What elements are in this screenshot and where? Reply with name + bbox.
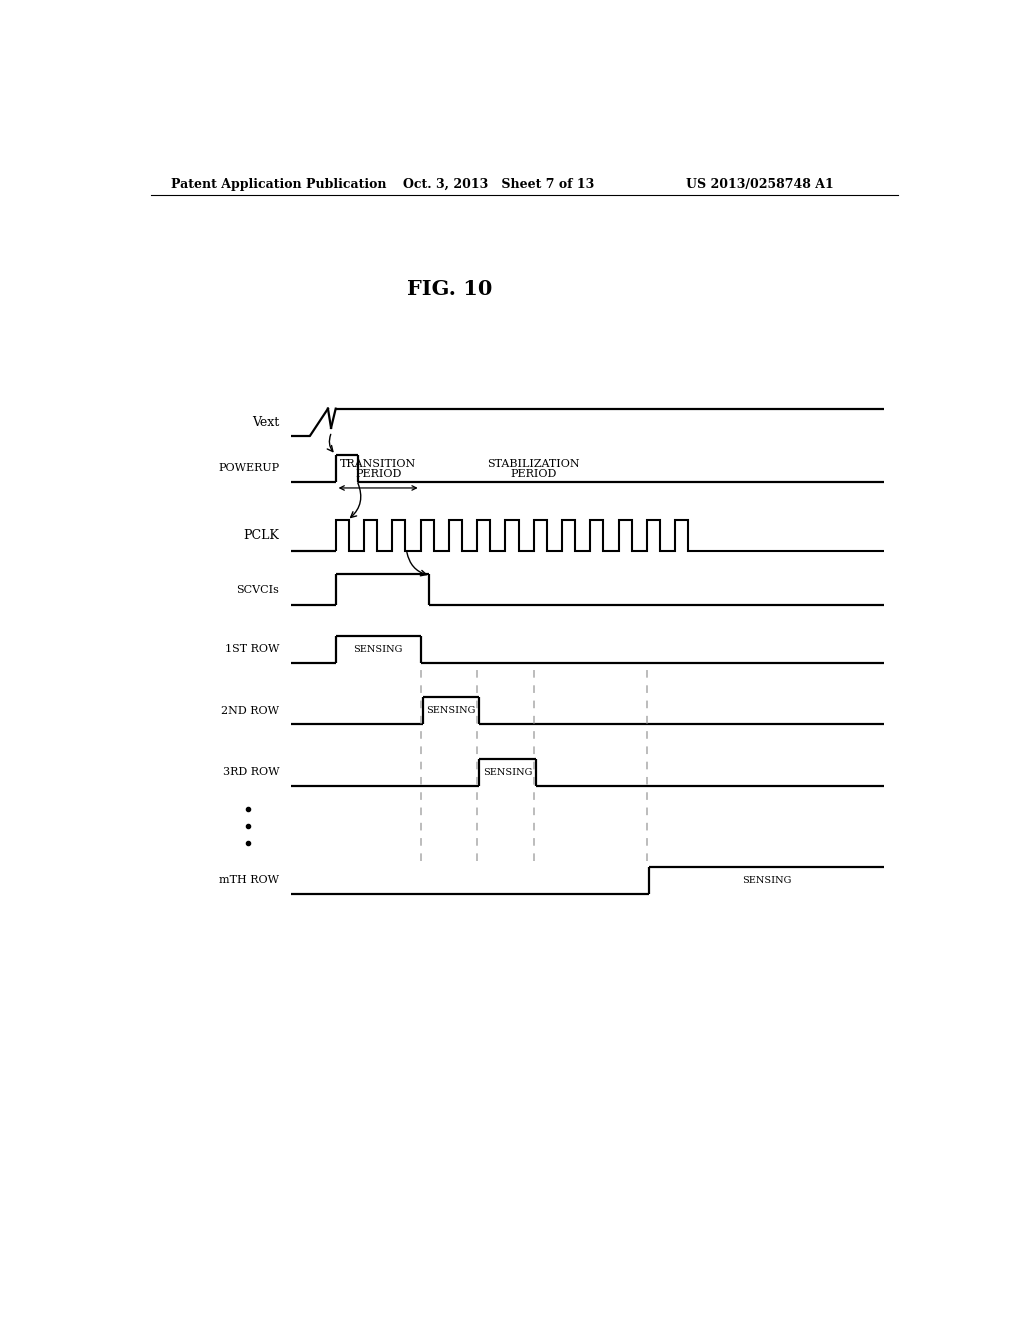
Text: Patent Application Publication: Patent Application Publication	[171, 178, 386, 190]
Text: US 2013/0258748 A1: US 2013/0258748 A1	[686, 178, 834, 190]
Text: POWERUP: POWERUP	[218, 463, 280, 474]
Text: Oct. 3, 2013   Sheet 7 of 13: Oct. 3, 2013 Sheet 7 of 13	[403, 178, 594, 190]
Text: TRANSITION: TRANSITION	[340, 459, 417, 470]
Text: PERIOD: PERIOD	[511, 469, 557, 479]
Text: 1ST ROW: 1ST ROW	[224, 644, 280, 655]
Text: mTH ROW: mTH ROW	[219, 875, 280, 886]
Text: Vext: Vext	[252, 416, 280, 429]
Text: SENSING: SENSING	[353, 644, 402, 653]
Text: PCLK: PCLK	[244, 529, 280, 543]
Text: 2ND ROW: 2ND ROW	[221, 706, 280, 715]
Text: STABILIZATION: STABILIZATION	[487, 459, 580, 470]
Text: SENSING: SENSING	[741, 875, 792, 884]
Text: FIG. 10: FIG. 10	[407, 280, 493, 300]
Text: SCVCIs: SCVCIs	[237, 585, 280, 594]
Text: PERIOD: PERIOD	[355, 469, 401, 479]
Text: SENSING: SENSING	[426, 706, 476, 715]
Text: 3RD ROW: 3RD ROW	[222, 767, 280, 777]
Text: SENSING: SENSING	[483, 768, 532, 777]
